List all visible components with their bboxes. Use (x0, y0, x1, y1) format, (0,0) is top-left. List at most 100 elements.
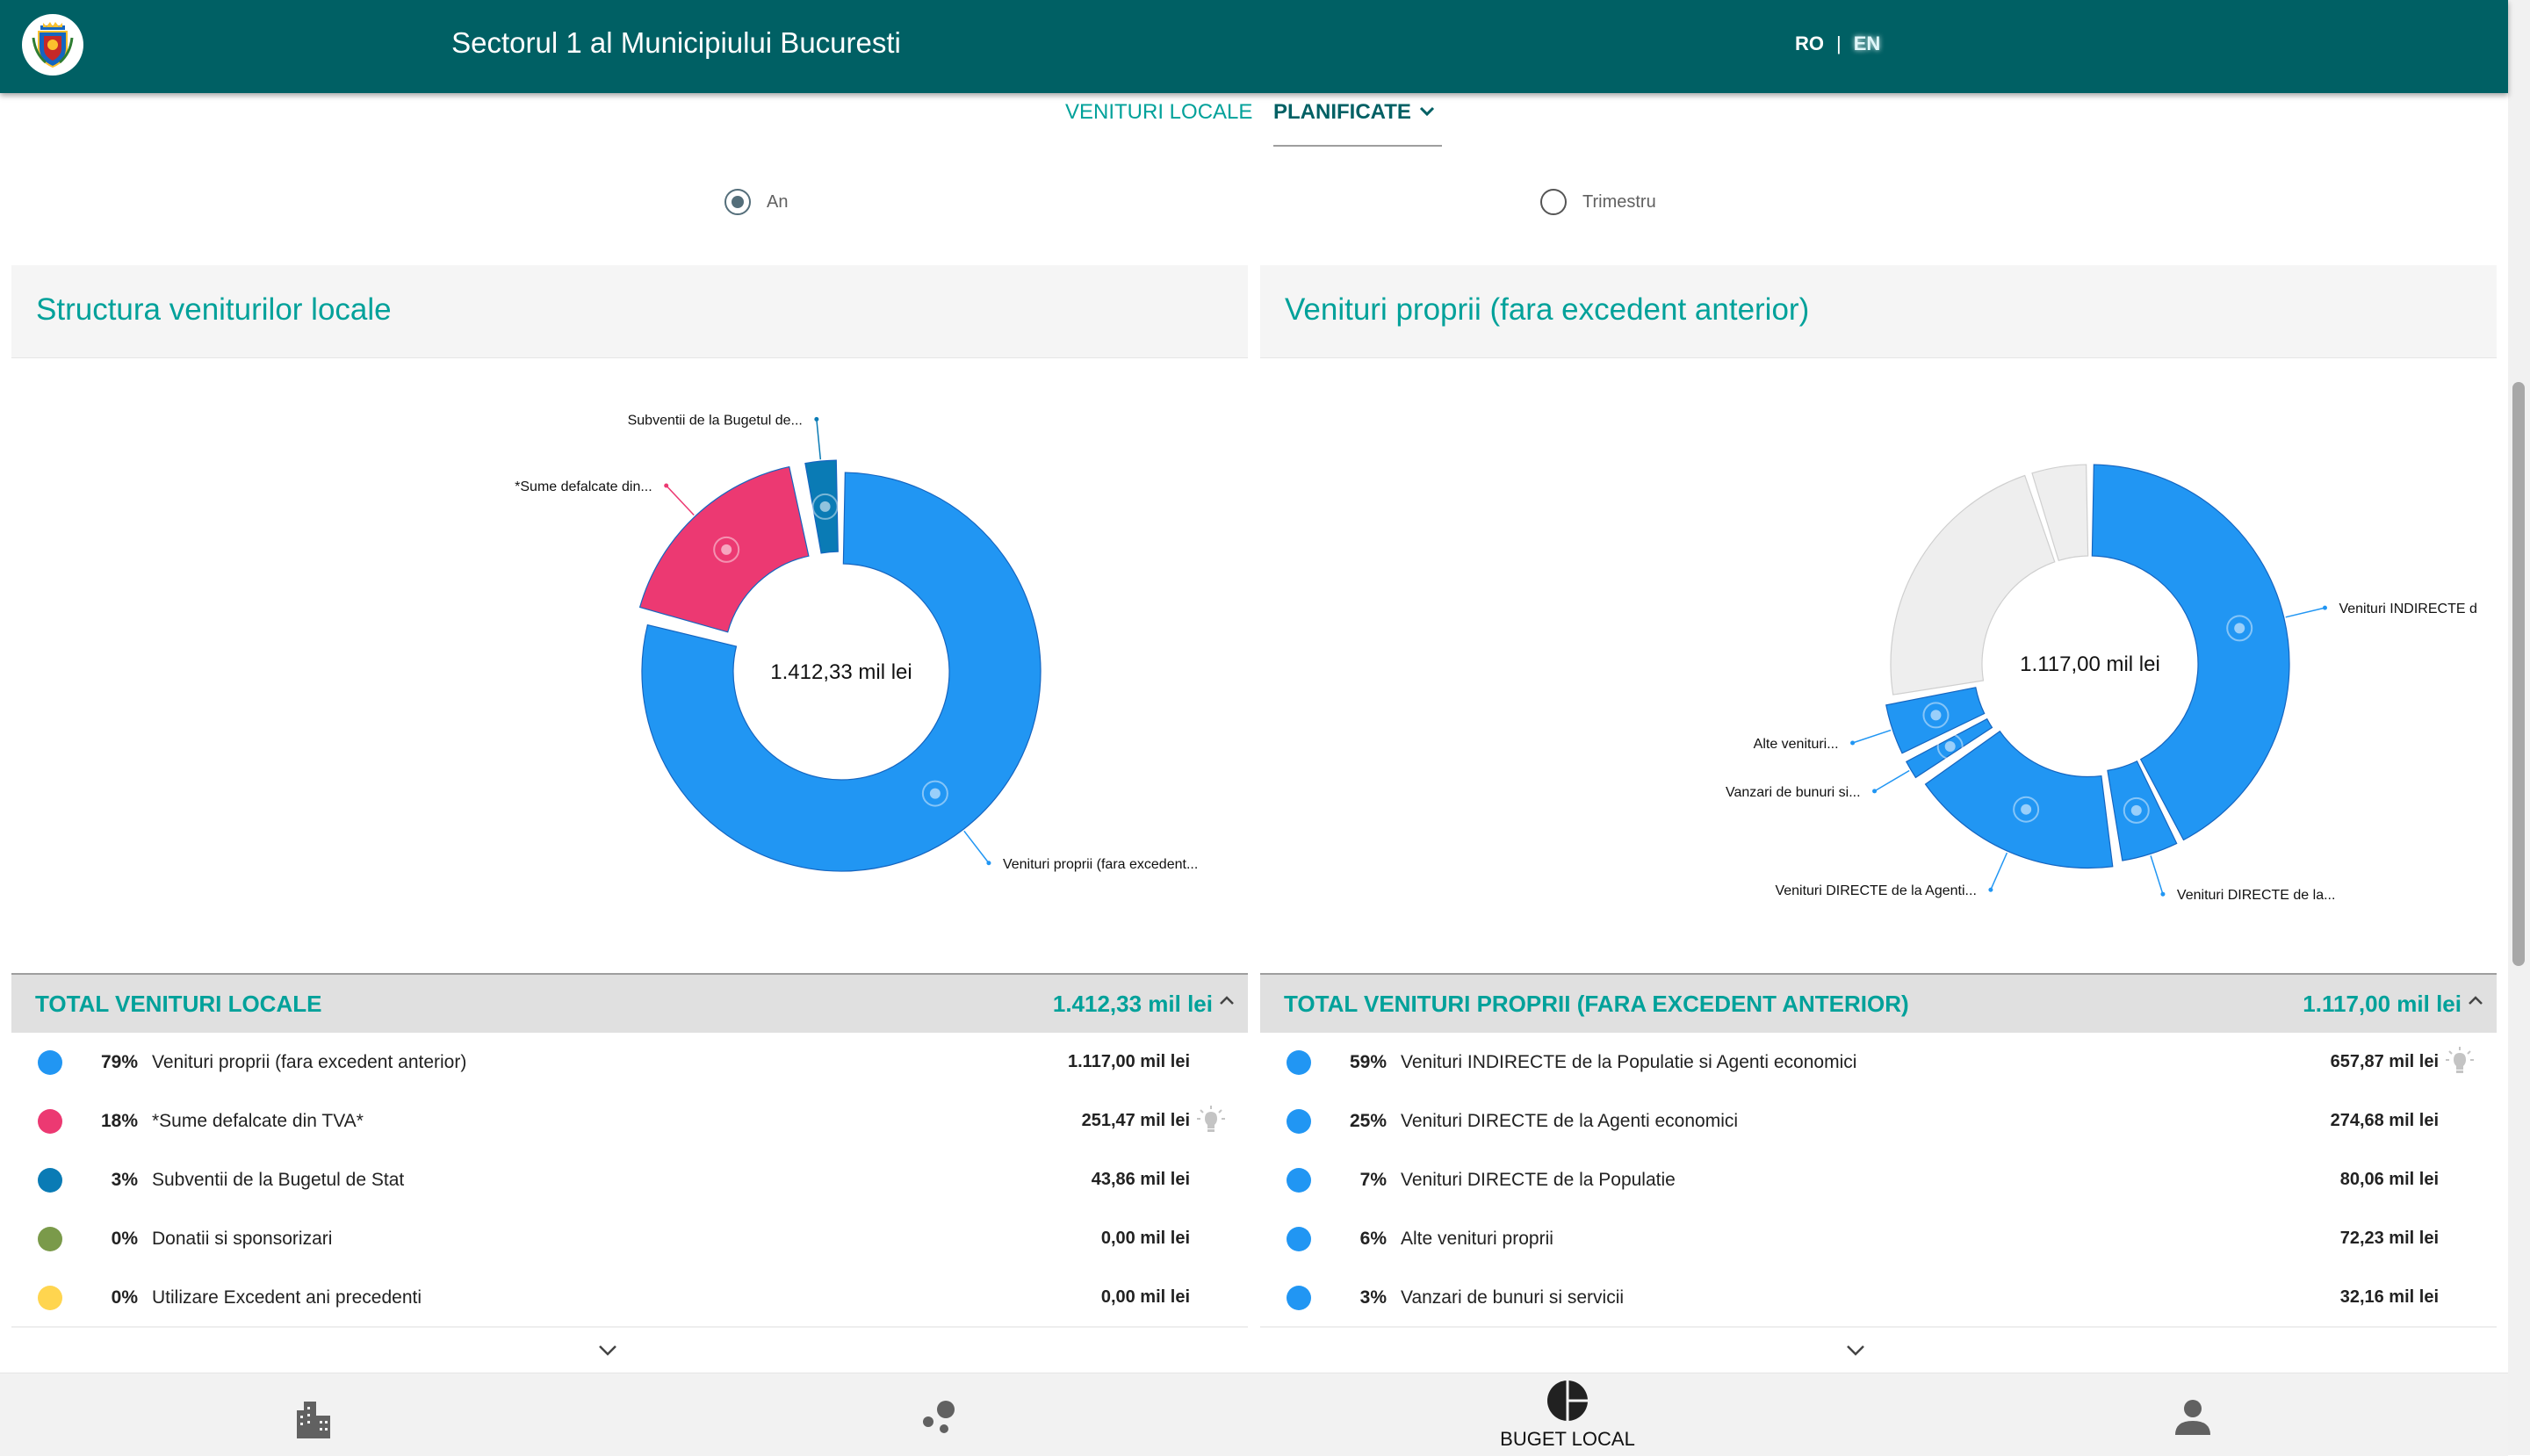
slice-marker-dot (819, 501, 831, 512)
item-percent: 6% (1359, 1229, 1387, 1249)
list-item[interactable]: 0% Utilizare Excedent ani precedenti 0,00 … (11, 1268, 1248, 1327)
left-list-divider (11, 1326, 1248, 1328)
legend-dot (38, 1050, 62, 1075)
radio-an[interactable] (724, 189, 751, 215)
slice-label-leader (2150, 855, 2164, 895)
pie-slice-shape[interactable] (2107, 760, 2178, 861)
list-item[interactable]: 7% Venituri DIRECTE de la Populatie 80,06 … (1260, 1150, 2497, 1209)
pie-slice[interactable] (2091, 464, 2290, 841)
list-item[interactable]: 3% Subventii de la Bugetul de Stat 43,86 m… (11, 1150, 1248, 1209)
pie-slice-shape[interactable] (2091, 464, 2290, 841)
person-icon (2175, 1400, 2210, 1435)
slice-label-anchor (1850, 740, 1856, 746)
right-total-bar[interactable]: TOTAL VENITURI PROPRII (FARA EXCEDENT AN… (1260, 973, 2497, 1033)
pie-slice-hidden[interactable] (2031, 464, 2089, 562)
slice-marker-ring (1936, 733, 1964, 760)
slice-label: Alte venituri... (1754, 737, 1839, 752)
item-amount: 80,06 mil lei (2339, 1170, 2439, 1189)
slice-label-anchor (2322, 605, 2327, 610)
coat-of-arms-icon[interactable] (22, 14, 83, 76)
nav-item-profile[interactable] (2105, 1373, 2281, 1456)
language-switcher: RO | EN (1795, 32, 1880, 55)
pie-slice[interactable] (1905, 717, 1993, 779)
right-donut-svg[interactable]: Venituri INDIRECTE d Venituri DIRECTE de … (1260, 360, 2497, 966)
item-name: Alte venituri proprii (1401, 1229, 1553, 1249)
right-total-value: 1.117,00 mil lei (2303, 991, 2462, 1017)
bottom-navigation: BUGET LOCAL (0, 1373, 2508, 1456)
list-item[interactable]: 25% Venituri DIRECTE de la Agenti economi… (1260, 1092, 2497, 1150)
item-percent: 0% (111, 1229, 138, 1249)
left-breakdown-list: 79% Venituri proprii (fara excedent anter… (11, 1033, 1248, 1327)
slice-label-anchor (1988, 887, 1993, 892)
item-amount: 32,16 mil lei (2339, 1287, 2439, 1307)
pie-slice[interactable] (2107, 760, 2178, 861)
radio-trimestru-label: Trimestru (1582, 192, 1656, 212)
item-amount: 0,00 mil lei (1100, 1287, 1190, 1307)
lightbulb-icon[interactable] (1195, 1104, 1227, 1140)
list-item[interactable]: 18% *Sume defalcate din TVA* 251,47 mil le… (11, 1092, 1248, 1150)
dropdown-underline (1273, 145, 1442, 147)
right-list-divider (1260, 1326, 2497, 1328)
item-percent: 3% (111, 1170, 138, 1190)
slice-label: Venituri proprii (fara excedent... (1003, 857, 1198, 872)
slice-label-anchor (664, 483, 669, 488)
pie-chart-icon (1547, 1380, 1588, 1421)
donut-center-total: 1.412,33 mil lei (770, 660, 912, 684)
legend-dot (38, 1109, 62, 1134)
slice-marker-ring (2226, 615, 2253, 642)
list-item[interactable]: 3% Vanzari de bunuri si servicii 32,16 mil… (1260, 1268, 2497, 1327)
item-percent: 0% (111, 1287, 138, 1308)
slice-label: Venituri DIRECTE de la Agenti... (1775, 883, 1976, 898)
pie-slice-shape[interactable] (1924, 730, 2114, 869)
lang-ro-link[interactable]: RO (1795, 32, 1824, 54)
left-expand-chevron-icon[interactable] (597, 1344, 618, 1362)
list-item[interactable]: 0% Donatii si sponsorizari 0,00 mil lei (11, 1209, 1248, 1268)
list-item[interactable]: 6% Alte venituri proprii 72,23 mil lei (1260, 1209, 2497, 1268)
subnav-filter-dropdown[interactable]: PLANIFICATE (1273, 100, 1436, 125)
pie-slice-hidden[interactable] (1890, 474, 2056, 696)
item-name: Vanzari de bunuri si servicii (1401, 1287, 1625, 1308)
pie-slice[interactable] (804, 459, 839, 554)
right-expand-chevron-icon[interactable] (1845, 1344, 1866, 1362)
nav-item-buget-local[interactable]: BUGET LOCAL (1480, 1373, 1655, 1456)
list-item[interactable]: 79% Venituri proprii (fara excedent anter… (11, 1033, 1248, 1092)
pie-slice[interactable] (638, 465, 810, 633)
scrollbar-thumb[interactable] (2512, 382, 2525, 966)
page-scrollbar[interactable] (2508, 0, 2530, 1455)
item-amount: 72,23 mil lei (2339, 1229, 2439, 1248)
chevron-up-icon[interactable] (1218, 994, 1236, 1011)
pie-slice[interactable] (1885, 687, 1986, 754)
slice-marker-dot (2234, 623, 2245, 634)
pie-slice[interactable] (641, 472, 1042, 872)
nav-item-city[interactable] (226, 1373, 401, 1456)
lang-en-link[interactable]: EN (1853, 32, 1881, 54)
subnav-filter-label: PLANIFICATE (1273, 100, 1411, 124)
subnav-section-link[interactable]: VENITURI LOCALE (1065, 100, 1253, 124)
item-amount: 251,47 mil lei (1081, 1111, 1190, 1130)
item-percent: 18% (100, 1111, 138, 1131)
pie-slice[interactable] (1924, 730, 2114, 869)
item-percent: 3% (1359, 1287, 1387, 1308)
list-item[interactable]: 59% Venituri INDIRECTE de la Populatie si… (1260, 1033, 2497, 1092)
slice-marker-ring (921, 780, 948, 807)
legend-dot (1287, 1109, 1311, 1134)
lightbulb-icon[interactable] (2444, 1045, 2476, 1081)
slice-label-anchor (986, 861, 991, 866)
chevron-up-icon[interactable] (2467, 994, 2484, 1011)
radio-trimestru[interactable] (1540, 189, 1567, 215)
right-breakdown-list: 59% Venituri INDIRECTE de la Populatie si… (1260, 1033, 2497, 1327)
item-name: Venituri DIRECTE de la Agenti economici (1401, 1111, 1739, 1131)
slice-marker-dot (1944, 741, 1956, 753)
slice-label-leader (666, 485, 695, 516)
legend-dot (38, 1168, 62, 1193)
item-percent: 25% (1349, 1111, 1387, 1131)
left-total-bar[interactable]: TOTAL VENITURI LOCALE 1.412,33 mil lei (11, 973, 1248, 1033)
chevron-down-icon (1418, 99, 1436, 124)
left-donut-svg[interactable]: Venituri proprii (fara excedent... *Sume … (11, 360, 1248, 966)
bubbles-icon (923, 1401, 955, 1433)
item-amount: 274,68 mil lei (2330, 1111, 2439, 1130)
nav-item-bubbles[interactable] (852, 1373, 1027, 1456)
pie-slice-shape[interactable] (641, 472, 1042, 872)
legend-dot (1287, 1227, 1311, 1251)
slice-marker-dot (2130, 804, 2142, 816)
